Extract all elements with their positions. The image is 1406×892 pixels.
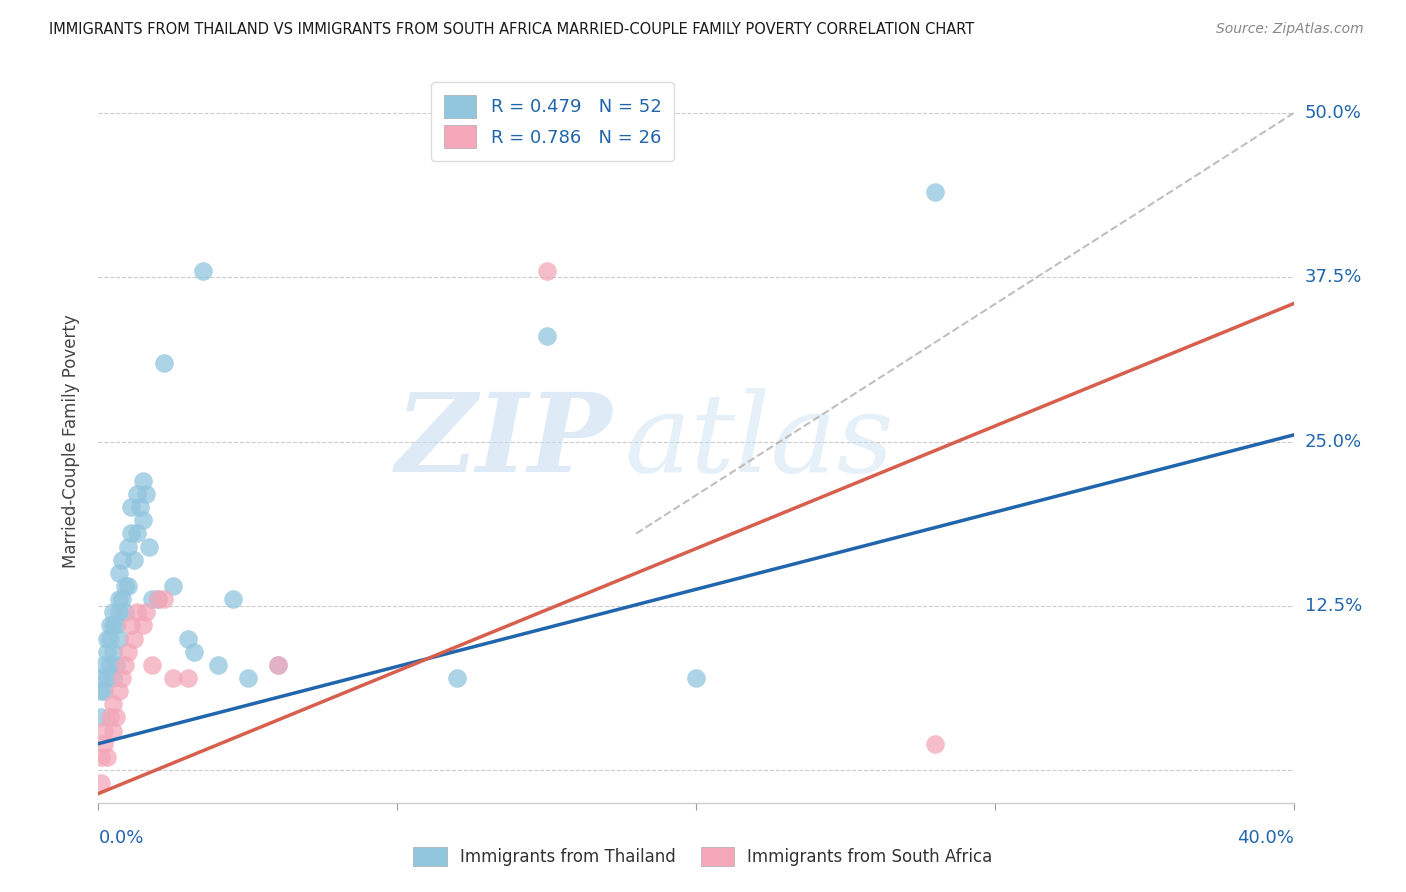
Point <box>111 553 134 567</box>
Point <box>103 723 125 738</box>
Point <box>105 710 128 724</box>
Point <box>685 671 707 685</box>
Point <box>114 605 136 619</box>
Point <box>90 776 112 790</box>
Point <box>108 592 131 607</box>
Point <box>162 579 184 593</box>
Point <box>127 526 149 541</box>
Text: 37.5%: 37.5% <box>1305 268 1362 286</box>
Point <box>536 329 558 343</box>
Point <box>924 737 946 751</box>
Point <box>90 710 112 724</box>
Text: atlas: atlas <box>624 388 894 495</box>
Point <box>96 632 118 646</box>
Point <box>191 264 214 278</box>
Point <box>93 723 115 738</box>
Point <box>236 671 259 685</box>
Point <box>148 592 170 607</box>
Point <box>148 592 170 607</box>
Point <box>103 671 125 685</box>
Text: ZIP: ZIP <box>395 388 613 495</box>
Text: IMMIGRANTS FROM THAILAND VS IMMIGRANTS FROM SOUTH AFRICA MARRIED-COUPLE FAMILY P: IMMIGRANTS FROM THAILAND VS IMMIGRANTS F… <box>49 22 974 37</box>
Point <box>90 671 112 685</box>
Point <box>132 618 155 632</box>
Point <box>108 684 131 698</box>
Legend: Immigrants from Thailand, Immigrants from South Africa: Immigrants from Thailand, Immigrants fro… <box>405 838 1001 875</box>
Point <box>111 592 134 607</box>
Point <box>141 592 163 607</box>
Point <box>98 632 122 646</box>
Point <box>536 264 558 278</box>
Point <box>90 684 112 698</box>
Point <box>132 474 155 488</box>
Point <box>120 526 142 541</box>
Point <box>111 671 134 685</box>
Point <box>93 657 115 672</box>
Point <box>98 657 122 672</box>
Point <box>135 605 157 619</box>
Point <box>127 605 149 619</box>
Point <box>267 657 290 672</box>
Text: 50.0%: 50.0% <box>1305 104 1361 122</box>
Point <box>127 487 149 501</box>
Point <box>153 356 176 370</box>
Point <box>103 645 125 659</box>
Point <box>177 632 200 646</box>
Text: 25.0%: 25.0% <box>1305 433 1362 450</box>
Text: 12.5%: 12.5% <box>1305 597 1362 615</box>
Point <box>222 592 245 607</box>
Y-axis label: Married-Couple Family Poverty: Married-Couple Family Poverty <box>62 315 80 568</box>
Point <box>98 710 122 724</box>
Point <box>446 671 468 685</box>
Point <box>267 657 290 672</box>
Point <box>108 605 131 619</box>
Legend: R = 0.479   N = 52, R = 0.786   N = 26: R = 0.479 N = 52, R = 0.786 N = 26 <box>432 82 673 161</box>
Point <box>96 645 118 659</box>
Point <box>183 645 205 659</box>
Point <box>96 671 118 685</box>
Point <box>114 657 136 672</box>
Point <box>90 749 112 764</box>
Point <box>98 618 122 632</box>
Point <box>153 592 176 607</box>
Point <box>117 579 139 593</box>
Point <box>138 540 160 554</box>
Point <box>108 566 131 580</box>
Point <box>105 618 128 632</box>
Point <box>207 657 229 672</box>
Point <box>120 500 142 515</box>
Point <box>124 632 146 646</box>
Point <box>924 185 946 199</box>
Point <box>132 513 155 527</box>
Point <box>96 749 118 764</box>
Point <box>135 487 157 501</box>
Point <box>103 618 125 632</box>
Point <box>114 579 136 593</box>
Text: 40.0%: 40.0% <box>1237 829 1294 847</box>
Point <box>162 671 184 685</box>
Point <box>105 657 128 672</box>
Point <box>141 657 163 672</box>
Point <box>177 671 200 685</box>
Point <box>117 645 139 659</box>
Point <box>93 684 115 698</box>
Point <box>93 737 115 751</box>
Point <box>108 632 131 646</box>
Text: 0.0%: 0.0% <box>98 829 143 847</box>
Point <box>103 698 125 712</box>
Point <box>103 605 125 619</box>
Point <box>117 540 139 554</box>
Text: Source: ZipAtlas.com: Source: ZipAtlas.com <box>1216 22 1364 37</box>
Point <box>120 618 142 632</box>
Point <box>129 500 152 515</box>
Point <box>124 553 146 567</box>
